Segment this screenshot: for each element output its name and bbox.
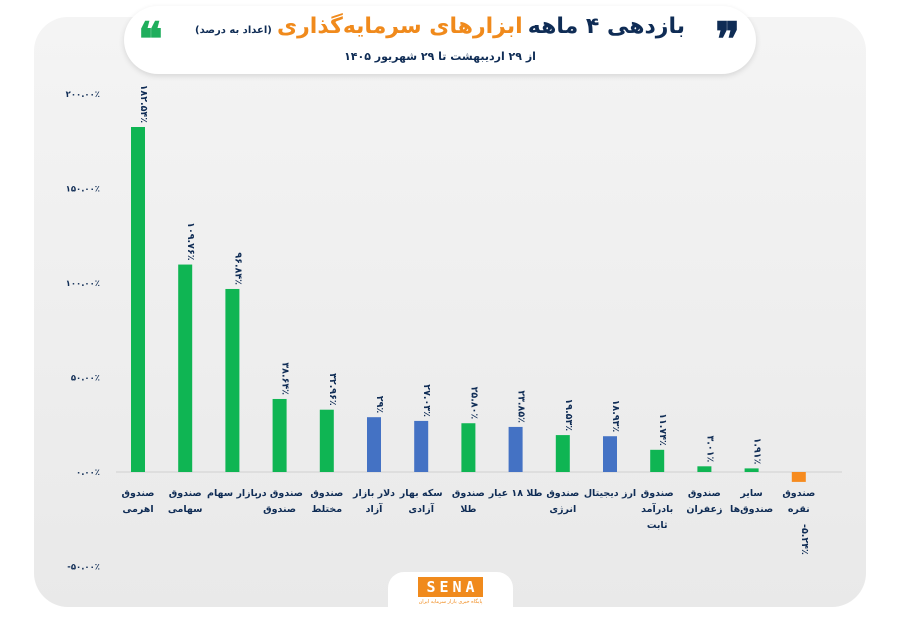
- bar: [791, 472, 806, 482]
- bar: [414, 420, 429, 472]
- bar: [508, 426, 523, 472]
- category-label: طلا ۱۸ عیار: [488, 488, 543, 499]
- y-tick-label: ۲۰۰.۰۰٪: [66, 90, 100, 100]
- bar: [555, 435, 570, 472]
- bar: [367, 417, 381, 472]
- category-label: صندوق: [122, 488, 155, 499]
- category-label: دلار بازار: [352, 488, 395, 499]
- sena-logo: SENA پایگاه خبری بازار سرمایه ایران: [388, 572, 513, 610]
- value-label: ۱۸.۹۳٪: [610, 400, 621, 433]
- category-label: بازار سهام: [207, 488, 258, 499]
- value-label: -۵.۲۴٪: [799, 524, 810, 555]
- category-label: طلا: [460, 504, 476, 515]
- bar: [603, 436, 617, 472]
- category-label: صندوق‌ها: [730, 504, 773, 515]
- category-label: ارز دیجیتال: [584, 488, 636, 499]
- bar: [319, 409, 334, 472]
- category-label: آزادی: [408, 502, 434, 515]
- category-label: صندوق: [169, 488, 202, 499]
- value-label: ۳۸.۶۴٪: [280, 362, 291, 395]
- category-label: صندوق: [452, 488, 485, 499]
- logo-text: SENA: [418, 577, 483, 597]
- chart-title: بازدهی ۴ ماهه ابزارهای سرمایه‌گذاری (اعد…: [124, 14, 756, 39]
- title-note: (اعداد به درصد): [195, 25, 272, 36]
- title-banner: ❝ ❞ بازدهی ۴ ماهه ابزارهای سرمایه‌گذاری …: [124, 6, 756, 74]
- value-label: ۲۳.۸۵٪: [516, 390, 527, 423]
- category-label: صندوق: [310, 488, 343, 499]
- value-label: ۱.۹۱٪: [752, 438, 763, 465]
- category-label: بادرآمد: [641, 502, 673, 515]
- value-label: ۲۵.۸۰٪: [468, 387, 479, 420]
- category-label: ثابت: [647, 520, 668, 531]
- bar: [697, 466, 712, 472]
- y-tick-label: ۵۰.۰۰٪: [71, 374, 100, 384]
- chart-card: [34, 17, 866, 607]
- category-label: صندوق در: [255, 488, 303, 499]
- bar: [225, 288, 240, 472]
- bar: [131, 126, 145, 473]
- value-label: ۱۸۲.۵۴٪: [138, 85, 149, 124]
- bar: [272, 398, 287, 472]
- value-label: ۳۲.۹۶٪: [327, 373, 338, 406]
- bar: [178, 264, 193, 472]
- title-main: بازدهی ۴ ماهه: [527, 14, 685, 39]
- category-label: صندوق: [782, 488, 815, 499]
- y-tick-label: -۵۰.۰۰٪: [67, 563, 100, 573]
- category-label: سهامی: [168, 504, 203, 515]
- value-label: ۱۹.۵۳٪: [563, 398, 574, 431]
- category-label: صندوق: [688, 488, 721, 499]
- category-label: سایر: [739, 488, 762, 499]
- category-label: زعفران: [686, 504, 722, 515]
- category-label: صندوق: [546, 488, 579, 499]
- category-label: مختلط: [311, 504, 342, 515]
- value-label: ۳.۰۱٪: [704, 435, 715, 462]
- category-label: آزاد: [366, 502, 384, 515]
- value-label: ۲۹٪: [374, 396, 385, 414]
- chart-subtitle: از ۲۹ اردیبهشت تا ۲۹ شهریور ۱۴۰۵: [344, 50, 536, 63]
- category-label: صندوق: [641, 488, 674, 499]
- bar: [461, 423, 476, 472]
- category-label: انرژی: [549, 504, 576, 515]
- quote-close-icon: ❞: [715, 12, 740, 66]
- y-tick-label: ۰.۰۰٪: [76, 468, 100, 478]
- category-label: نقره: [788, 504, 810, 515]
- category-label: صندوق: [263, 504, 296, 515]
- title-accent: ابزارهای سرمایه‌گذاری: [276, 14, 523, 39]
- value-label: ۱۰۹.۷۶٪: [185, 222, 196, 261]
- quote-open-icon: ❝: [138, 12, 163, 66]
- value-label: ۹۶.۸۴٪: [232, 252, 243, 285]
- value-label: ۲۷.۰۳٪: [421, 384, 432, 417]
- category-label: اهرمی: [122, 504, 153, 515]
- y-tick-label: ۱۰۰.۰۰٪: [66, 279, 100, 289]
- value-label: ۱۱.۷۴٪: [657, 413, 668, 446]
- y-tick-label: ۱۵۰.۰۰٪: [66, 185, 100, 195]
- bar: [650, 449, 665, 472]
- bar: [744, 468, 759, 472]
- logo-tagline: پایگاه خبری بازار سرمایه ایران: [418, 599, 483, 605]
- category-label: سکه بهار: [399, 488, 443, 499]
